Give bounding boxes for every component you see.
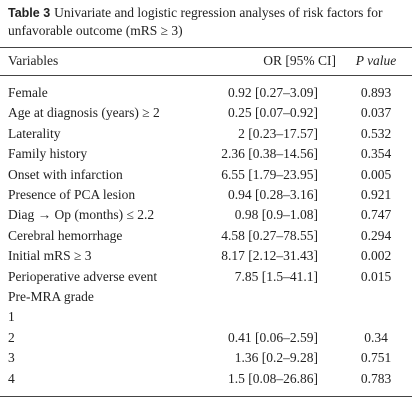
value-cell: 0.354 xyxy=(360,146,392,162)
caption-text: Univariate and logistic regression analy… xyxy=(8,5,383,38)
header-rule xyxy=(0,75,412,76)
bottom-rule xyxy=(0,396,412,397)
value-cell: 8.17 [2.12–31.43] xyxy=(221,248,318,264)
value-cell: 6.55 [1.79–23.95] xyxy=(221,166,318,182)
caption: Table 3 Univariate and logistic regressio… xyxy=(8,4,404,39)
variable-cell: 3 xyxy=(8,350,15,366)
caption-label: Table 3 xyxy=(8,6,51,20)
value-cell: 0.893 xyxy=(360,85,392,100)
value-cell: 2.36 [0.38–14.56] xyxy=(221,146,318,162)
header-cell: P value xyxy=(355,53,397,68)
value-cell: 0.94 [0.28–3.16] xyxy=(228,187,318,202)
value-cell: 0.294 xyxy=(360,227,392,243)
value-cell: 0.751 xyxy=(360,350,392,366)
variable-cell: Perioperative adverse event xyxy=(8,268,158,284)
top-rule xyxy=(0,47,412,48)
value-cell: 0.532 xyxy=(360,125,392,141)
value-cell: 0.002 xyxy=(360,248,392,264)
value-cell: 2 [0.23–17.57] xyxy=(238,125,318,141)
value-cell: 0.747 xyxy=(360,207,392,223)
variable-cell: Initial mRS ≥ 3 xyxy=(8,248,92,264)
value-cell: 0.34 xyxy=(364,329,388,345)
value-cell: 0.005 xyxy=(360,166,392,182)
variable-cell: Pre-MRA grade xyxy=(8,289,94,304)
value-cell: 7.85 [1.5–41.1] xyxy=(234,268,318,284)
value-cell: 1.36 [0.2–9.28] xyxy=(234,350,318,366)
value-cell: 0.25 [0.07–0.92] xyxy=(228,105,318,121)
variable-cell: Age at diagnosis (years) ≥ 2 xyxy=(8,105,160,121)
value-cell: 4.58 [0.27–78.55] xyxy=(221,227,318,243)
value-cell: 0.037 xyxy=(360,105,392,121)
variable-cell: Female xyxy=(8,85,48,100)
value-cell: 0.98 [0.9–1.08] xyxy=(234,207,318,223)
variable-cell: 1 xyxy=(8,309,15,325)
variable-cell: Family history xyxy=(8,146,88,162)
variable-cell: Cerebral hemorrhage xyxy=(8,227,123,243)
header-cell: OR [95% CI] xyxy=(263,53,336,68)
header-cell: Variables xyxy=(8,53,59,68)
value-cell: 0.015 xyxy=(360,268,392,284)
value-cell: 0.921 xyxy=(360,187,392,202)
value-cell: 0.41 [0.06–2.59] xyxy=(228,329,318,345)
value-cell: 1.5 [0.08–26.86] xyxy=(228,370,318,386)
variable-cell: Diag → Op (months) ≤ 2.2 xyxy=(8,207,155,223)
value-cell: 0.783 xyxy=(360,370,392,386)
variable-cell: Laterality xyxy=(8,125,61,141)
variable-cell: Presence of PCA lesion xyxy=(8,187,136,202)
variable-cell: 4 xyxy=(8,370,15,386)
value-cell: 0.92 [0.27–3.09] xyxy=(228,85,318,100)
variable-cell: 2 xyxy=(8,329,15,345)
variable-cell: Onset with infarction xyxy=(8,166,123,182)
